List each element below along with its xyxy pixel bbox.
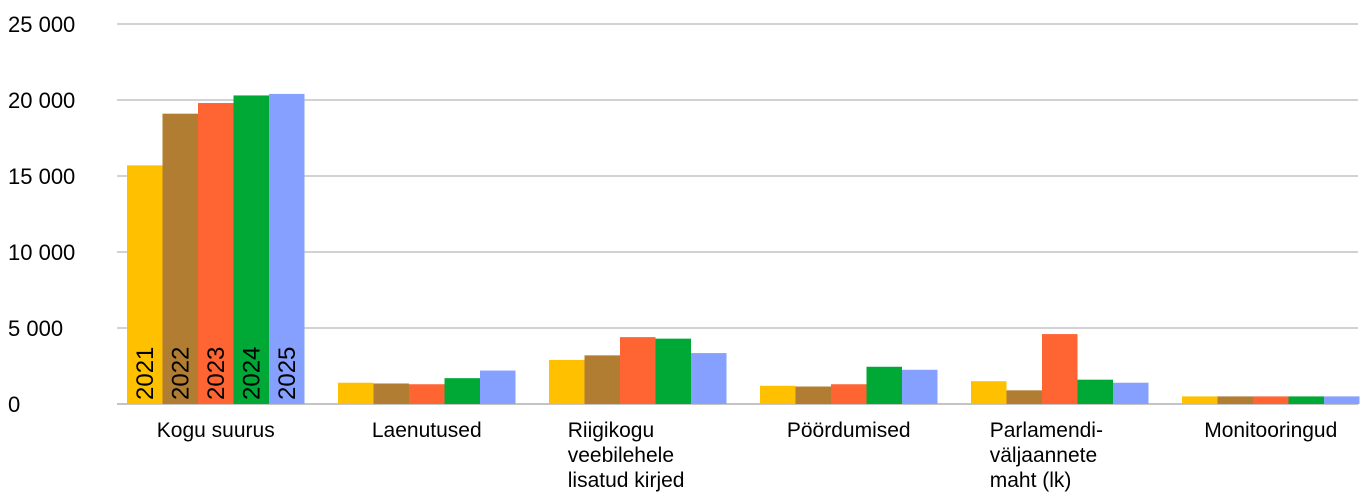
bar-2025 — [480, 370, 516, 404]
series-label: 2025 — [274, 347, 301, 400]
bar-2024 — [233, 95, 269, 404]
y-tick-label: 10 000 — [8, 240, 75, 265]
bar-2023 — [198, 103, 234, 404]
series-label: 2021 — [132, 347, 159, 400]
bar-2024 — [1288, 396, 1324, 404]
category-labels: Kogu suurus Laenutused Riigikoguveebilehel… — [157, 419, 1338, 492]
bar-2021 — [1182, 396, 1218, 404]
bar-2023 — [409, 384, 445, 404]
y-tick-label: 15 000 — [8, 164, 75, 189]
bar-2024 — [1077, 379, 1113, 404]
category-label: väljaannete — [990, 444, 1097, 467]
y-axis-tick-labels: 0 5 000 10 000 15 000 20 000 25 000 — [8, 12, 75, 417]
bar-2022 — [162, 113, 198, 405]
bar-2024 — [655, 338, 691, 404]
category-label: veebilehele — [568, 444, 674, 467]
bar-2025 — [902, 369, 938, 404]
y-tick-label: 0 — [8, 392, 20, 417]
category-label: Kogu suurus — [157, 419, 275, 442]
bars — [127, 93, 1360, 405]
bar-2023 — [831, 384, 867, 404]
bar-2021 — [127, 165, 163, 404]
y-tick-label: 20 000 — [8, 88, 75, 113]
bar-2023 — [1253, 396, 1289, 404]
series-label: 2022 — [167, 347, 194, 400]
gridlines — [117, 23, 1358, 405]
category-label: Pöördumised — [787, 419, 911, 442]
bar-2025 — [1324, 396, 1360, 404]
bar-2022 — [1006, 390, 1042, 404]
bar-2021 — [971, 381, 1007, 404]
category-label: maht (lk) — [990, 469, 1072, 492]
bar-2022 — [584, 355, 620, 404]
bar-2021 — [760, 385, 796, 404]
y-tick-label: 5 000 — [8, 316, 63, 341]
series-label: 2024 — [238, 347, 265, 400]
bar-2023 — [620, 337, 656, 404]
y-tick-label: 25 000 — [8, 12, 75, 37]
bar-2025 — [269, 93, 305, 405]
series-year-labels: 2021 2022 2023 2024 2025 — [132, 347, 301, 400]
category-label: Riigikogu — [568, 419, 654, 442]
bar-2022 — [795, 386, 831, 404]
category-label: lisatud kirjed — [568, 469, 685, 492]
category-label: Laenutused — [372, 419, 482, 442]
bar-2022 — [373, 383, 409, 404]
category-label: Monitooringud — [1204, 419, 1337, 442]
bar-2025 — [691, 353, 727, 404]
bar-2022 — [1217, 396, 1253, 404]
bar-2025 — [1113, 382, 1149, 404]
bar-2021 — [338, 382, 374, 404]
bar-2024 — [866, 366, 902, 404]
series-label: 2023 — [203, 347, 230, 400]
bar-2024 — [444, 378, 480, 404]
category-label: Parlamendi- — [990, 419, 1103, 442]
bar-2023 — [1042, 334, 1078, 404]
bar-2021 — [549, 359, 585, 404]
